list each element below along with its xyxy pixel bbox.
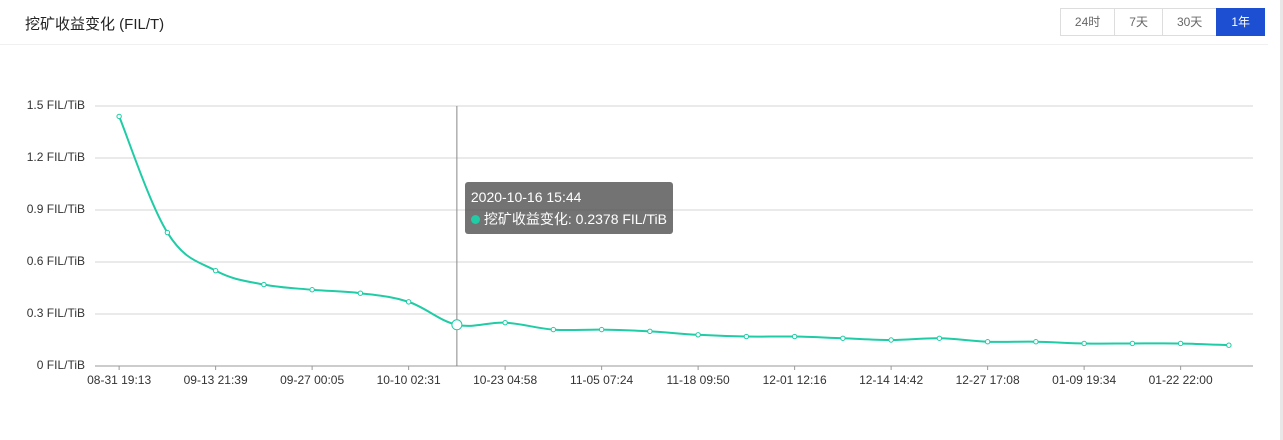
point	[309, 287, 315, 293]
point	[1033, 339, 1039, 345]
point	[164, 229, 171, 236]
x-tick-label: 12-27 17:08	[956, 373, 1020, 387]
point	[984, 339, 991, 345]
x-tick-label: 10-23 04:58	[473, 373, 537, 387]
y-tick-label: 0 FIL/TiB	[37, 358, 85, 372]
point	[647, 328, 653, 335]
point	[840, 335, 846, 341]
x-tick-label: 11-05 07:24	[570, 373, 633, 387]
range-button[interactable]: 1年	[1216, 8, 1265, 36]
point	[695, 332, 701, 338]
line	[118, 116, 1229, 347]
x-tick-label: 08-31 19:13	[87, 373, 151, 387]
range-button[interactable]: 7天	[1114, 8, 1163, 36]
point	[598, 326, 605, 333]
title: 挖矿收益变化 (FIL/T)	[25, 16, 165, 33]
x-tick-label: 01-22 22:00	[1149, 373, 1213, 387]
point	[1226, 342, 1232, 348]
x-tick-label: 10-10 02:31	[377, 373, 441, 387]
scrollbar	[1280, 0, 1283, 440]
y-tick-label: 0.3 FIL/TiB	[27, 306, 85, 320]
x-tick-label: 01-09 19:34	[1052, 373, 1116, 387]
x-tick-label: 09-13 21:39	[184, 373, 248, 387]
tooltip-text: 挖矿收益变化: 0.2378 FIL/TiB	[483, 211, 667, 227]
point	[888, 337, 894, 343]
x-tick-label: 09-27 00:05	[280, 373, 344, 387]
point	[936, 335, 943, 341]
tooltip-row: 挖矿收益变化: 0.2378 FIL/TiB	[470, 208, 667, 230]
point	[1081, 340, 1087, 347]
y-tick-label: 0.9 FIL/TiB	[27, 202, 85, 216]
point	[743, 333, 750, 340]
tooltip-title: 2020-10-16 15:44	[470, 189, 582, 205]
tooltip: 2020-10-16 15:44 挖矿收益变化: 0.2378 FIL/TiB	[464, 182, 673, 234]
point	[405, 299, 412, 305]
point	[791, 333, 798, 340]
point	[212, 267, 219, 274]
point	[357, 290, 364, 296]
point	[1129, 340, 1136, 347]
point	[1177, 340, 1184, 347]
x-tick-label: 12-01 12:16	[763, 373, 827, 387]
header: 挖矿收益变化 (FIL/T) 24时 7天 30天 1年	[0, 0, 1268, 45]
y-tick-label: 1.5 FIL/TiB	[27, 98, 85, 112]
y-tick-label: 0.6 FIL/TiB	[27, 254, 85, 268]
range-buttons: 24时 7天 30天 1年	[1059, 8, 1265, 36]
x-tick-label: 11-18 09:50	[667, 373, 730, 387]
point	[502, 319, 508, 326]
tooltip-dot	[470, 215, 480, 224]
y-tick-label: 1.2 FIL/TiB	[27, 150, 85, 164]
point	[261, 281, 267, 288]
point	[451, 319, 463, 331]
x-tick-label: 12-14 14:42	[859, 373, 923, 387]
point	[550, 326, 557, 333]
point	[116, 113, 122, 120]
